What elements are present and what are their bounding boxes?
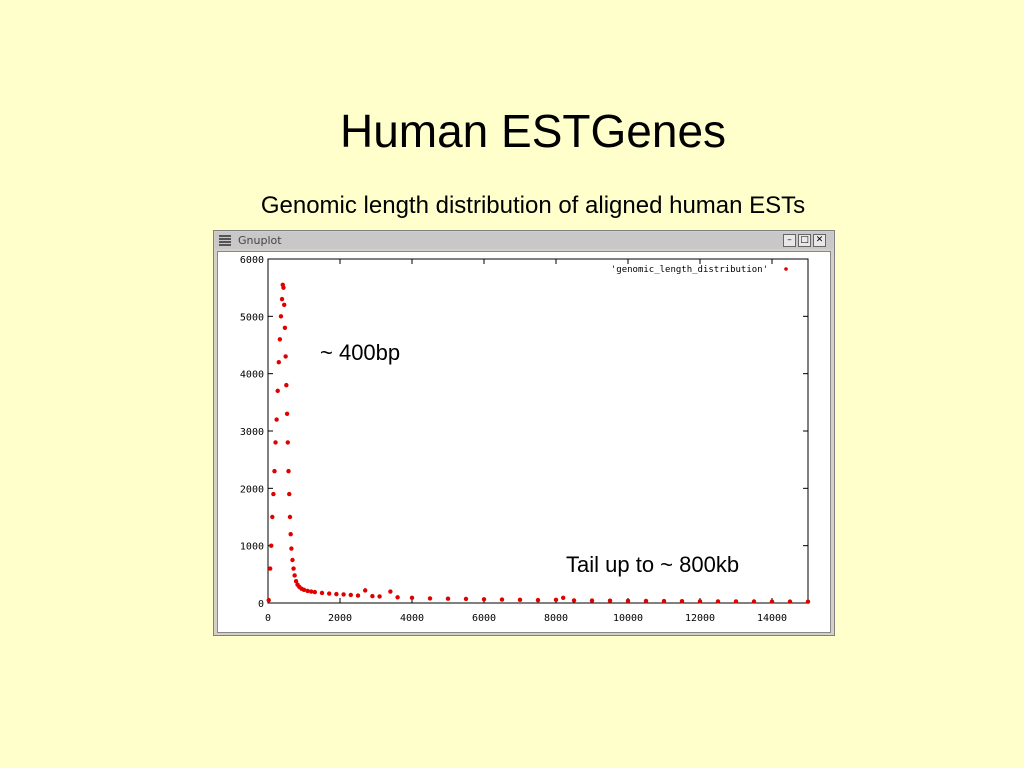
data-point bbox=[571, 598, 577, 603]
data-point bbox=[679, 598, 685, 604]
data-point bbox=[305, 588, 310, 594]
y-tick-label: 4000 bbox=[240, 370, 264, 381]
data-point bbox=[319, 590, 325, 596]
window-title: Gnuplot bbox=[238, 234, 282, 247]
scatter-chart: 0 2000 4000 6000 8000 10000 12000 14000 0 1000 200… bbox=[240, 255, 811, 624]
data-point bbox=[643, 598, 649, 604]
data-point bbox=[427, 596, 433, 601]
slide-subtitle: Genomic length distribution of aligned h… bbox=[260, 192, 806, 219]
data-point bbox=[275, 388, 280, 394]
data-point bbox=[292, 573, 297, 578]
data-point bbox=[267, 566, 273, 571]
data-point bbox=[463, 596, 469, 602]
data-point bbox=[395, 595, 400, 600]
data-point bbox=[697, 599, 703, 604]
data-point bbox=[348, 592, 353, 598]
data-point bbox=[388, 589, 393, 594]
data-point bbox=[281, 285, 286, 290]
data-point bbox=[283, 354, 288, 359]
legend-label: 'genomic_length_distribution' bbox=[611, 265, 768, 275]
close-button[interactable]: ✕ bbox=[813, 234, 826, 247]
gnuplot-window: Gnuplot – □ ✕ 0 2000 4000 6000 8000 10000 1200… bbox=[213, 230, 835, 636]
data-point bbox=[270, 514, 275, 520]
data-point bbox=[284, 382, 289, 388]
data-point bbox=[287, 514, 293, 520]
y-tick-label: 1000 bbox=[240, 542, 264, 553]
data-point bbox=[445, 596, 451, 601]
data-point bbox=[291, 566, 296, 571]
data-point bbox=[279, 296, 285, 302]
data-point bbox=[312, 589, 317, 595]
x-tick-label: 8000 bbox=[544, 613, 568, 624]
data-point bbox=[285, 440, 290, 445]
data-point bbox=[282, 302, 287, 308]
data-point bbox=[284, 411, 290, 416]
data-point bbox=[661, 598, 667, 604]
data-point bbox=[274, 417, 279, 422]
x-tick-label: 2000 bbox=[328, 613, 352, 624]
data-point bbox=[499, 597, 505, 602]
data-point bbox=[787, 599, 793, 604]
peak-annotation: ~ 400bp bbox=[320, 340, 401, 365]
x-tick-label: 0 bbox=[265, 613, 271, 624]
data-point bbox=[293, 579, 299, 584]
plot-canvas: 0 2000 4000 6000 8000 10000 12000 14000 0 1000 200… bbox=[217, 251, 831, 633]
data-point bbox=[277, 337, 283, 342]
data-point bbox=[377, 594, 382, 599]
data-point bbox=[589, 598, 595, 603]
data-point bbox=[309, 589, 314, 594]
x-tick-label: 6000 bbox=[472, 613, 496, 624]
data-point bbox=[327, 591, 332, 596]
data-point bbox=[733, 599, 739, 604]
data-point bbox=[334, 591, 339, 597]
data-point bbox=[286, 468, 291, 474]
data-point bbox=[355, 593, 361, 598]
y-tick-label: 0 bbox=[258, 599, 264, 610]
data-point bbox=[266, 597, 271, 603]
data-point bbox=[278, 314, 284, 319]
data-point bbox=[553, 597, 559, 603]
data-point bbox=[370, 593, 375, 599]
x-tick-label: 10000 bbox=[613, 613, 643, 624]
data-point bbox=[269, 543, 274, 548]
data-point bbox=[715, 599, 721, 604]
window-titlebar[interactable]: Gnuplot – □ ✕ bbox=[215, 232, 833, 249]
data-point bbox=[341, 592, 346, 597]
data-point bbox=[607, 598, 613, 603]
legend-marker bbox=[784, 267, 788, 271]
y-tick-label: 2000 bbox=[240, 484, 264, 495]
data-point bbox=[282, 325, 288, 330]
data-point bbox=[769, 599, 775, 604]
data-point bbox=[751, 599, 757, 604]
data-point bbox=[535, 597, 541, 603]
slide-title: Human ESTGenes bbox=[339, 105, 727, 157]
data-point bbox=[561, 595, 566, 601]
data-point bbox=[805, 599, 811, 604]
maximize-button[interactable]: □ bbox=[798, 234, 811, 247]
y-tick-label: 6000 bbox=[240, 255, 264, 266]
window-menu-icon[interactable] bbox=[219, 235, 231, 246]
data-point bbox=[481, 597, 487, 602]
x-tick-label: 14000 bbox=[757, 613, 787, 624]
data-point bbox=[273, 440, 278, 445]
data-point bbox=[272, 468, 277, 474]
data-point bbox=[288, 532, 293, 537]
y-tick-label: 5000 bbox=[240, 312, 264, 323]
data-point bbox=[271, 491, 276, 497]
data-point bbox=[289, 546, 294, 551]
x-tick-label: 4000 bbox=[400, 613, 424, 624]
data-point bbox=[363, 588, 368, 593]
tail-annotation: Tail up to ~ 800kb bbox=[566, 552, 740, 577]
x-tick-label: 12000 bbox=[685, 613, 715, 624]
minimize-button[interactable]: – bbox=[783, 234, 796, 247]
data-point bbox=[301, 587, 307, 593]
data-point bbox=[290, 557, 295, 563]
data-point bbox=[287, 491, 292, 497]
data-point bbox=[276, 360, 281, 365]
y-tick-label: 3000 bbox=[240, 427, 264, 438]
data-point bbox=[625, 598, 631, 604]
data-point bbox=[517, 597, 523, 603]
data-point bbox=[409, 595, 415, 601]
